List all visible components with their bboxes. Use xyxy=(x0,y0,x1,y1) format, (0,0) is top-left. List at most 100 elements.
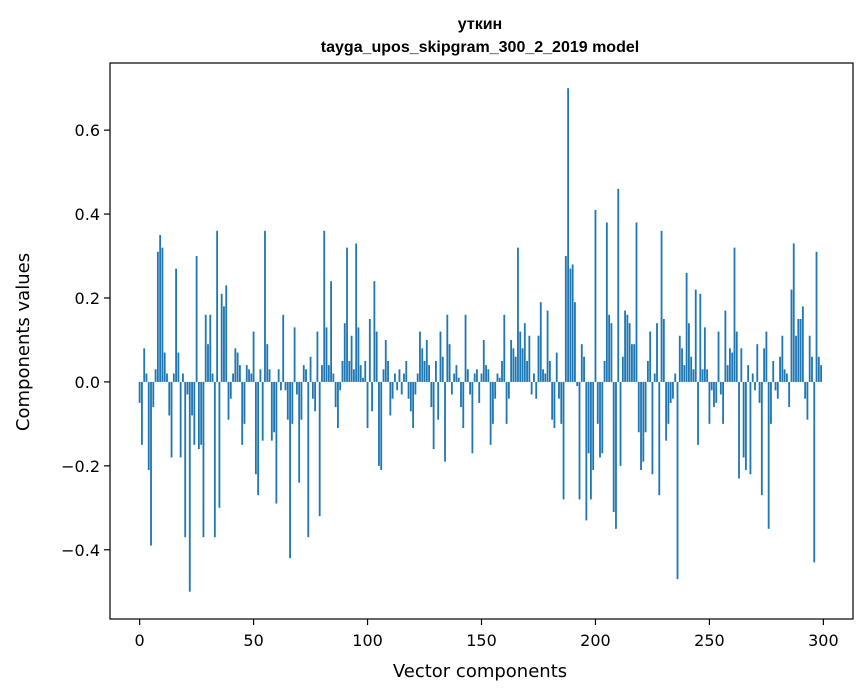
bar-component-85 xyxy=(332,373,335,382)
bar-component-180 xyxy=(548,360,551,382)
bar-component-284 xyxy=(785,373,788,382)
bar-component-113 xyxy=(396,381,399,391)
bar-component-56 xyxy=(266,344,269,382)
bar-component-20 xyxy=(184,381,187,538)
bar-component-70 xyxy=(298,381,301,483)
bar-component-161 xyxy=(505,381,508,424)
x-tick-label: 100 xyxy=(352,631,383,650)
bar-component-165 xyxy=(514,356,517,382)
bar-component-149 xyxy=(478,381,481,403)
bar-component-50 xyxy=(252,331,255,382)
bar-component-292 xyxy=(804,381,807,399)
bar-component-69 xyxy=(295,381,298,395)
bar-component-159 xyxy=(501,360,503,382)
bar-component-66 xyxy=(289,381,291,559)
bar-component-230 xyxy=(662,318,665,382)
bar-component-205 xyxy=(605,222,608,382)
bar-component-107 xyxy=(382,369,385,382)
bar-component-37 xyxy=(223,306,225,382)
bar-component-163 xyxy=(510,339,513,382)
bar-component-1 xyxy=(141,381,143,445)
bar-component-262 xyxy=(735,331,738,382)
bar-component-277 xyxy=(770,381,772,424)
y-tick-label: −0.4 xyxy=(61,541,100,560)
y-tick-label: 0.6 xyxy=(75,121,100,140)
bars-group xyxy=(138,88,822,592)
bar-component-245 xyxy=(697,381,699,445)
bar-component-34 xyxy=(216,230,219,382)
bar-component-228 xyxy=(658,381,661,496)
bar-component-231 xyxy=(665,381,668,441)
bar-component-267 xyxy=(747,365,750,382)
bar-component-39 xyxy=(227,381,230,420)
bar-component-75 xyxy=(309,356,312,382)
bar-component-7 xyxy=(154,369,157,382)
bar-component-240 xyxy=(685,272,688,382)
bar-component-225 xyxy=(651,381,654,475)
bar-component-259 xyxy=(729,348,731,382)
bar-component-71 xyxy=(300,381,303,420)
bar-component-74 xyxy=(307,381,310,538)
bar-component-62 xyxy=(280,381,282,391)
bar-component-156 xyxy=(494,381,497,399)
bar-component-139 xyxy=(455,365,458,382)
bar-component-134 xyxy=(444,381,446,462)
bar-component-155 xyxy=(491,381,494,424)
bar-component-246 xyxy=(699,293,702,382)
bar-component-271 xyxy=(756,344,759,382)
bar-component-38 xyxy=(225,285,228,382)
bar-component-273 xyxy=(760,381,763,496)
bar-component-98 xyxy=(362,377,364,382)
bar-component-235 xyxy=(674,373,677,382)
bar-component-65 xyxy=(286,381,289,420)
bar-component-28 xyxy=(202,381,205,538)
bar-component-266 xyxy=(744,381,747,471)
bar-component-27 xyxy=(200,381,203,445)
x-tick-label: 150 xyxy=(466,631,497,650)
chart-subtitle: tayga_upos_skipgram_300_2_2019 model xyxy=(321,39,639,56)
bar-component-87 xyxy=(337,381,339,429)
bar-component-8 xyxy=(156,251,159,382)
bar-component-184 xyxy=(558,381,560,399)
bar-component-114 xyxy=(398,369,401,382)
bar-component-256 xyxy=(722,381,724,424)
bar-component-41 xyxy=(232,373,234,382)
bar-component-166 xyxy=(517,247,519,382)
bar-component-169 xyxy=(523,323,526,382)
bar-component-9 xyxy=(159,235,162,382)
bar-component-247 xyxy=(701,369,704,382)
bar-component-261 xyxy=(733,247,736,382)
bar-component-67 xyxy=(291,381,294,424)
bar-component-227 xyxy=(656,323,658,382)
bar-component-10 xyxy=(161,247,164,382)
bar-component-274 xyxy=(763,348,766,382)
bar-component-168 xyxy=(521,348,524,382)
bar-component-174 xyxy=(535,381,538,399)
bar-component-109 xyxy=(387,360,389,382)
bar-component-289 xyxy=(797,318,800,382)
y-tick-label: 0.4 xyxy=(75,205,100,224)
bar-component-152 xyxy=(485,365,487,382)
bar-component-295 xyxy=(811,356,813,382)
bar-component-199 xyxy=(592,381,595,471)
bar-component-52 xyxy=(257,381,260,496)
bar-component-58 xyxy=(270,381,273,441)
bar-component-5 xyxy=(150,381,152,546)
bar-component-250 xyxy=(708,381,711,424)
bar-component-291 xyxy=(801,306,804,382)
bar-component-135 xyxy=(446,314,449,382)
bar-component-192 xyxy=(576,381,579,387)
bar-component-296 xyxy=(813,381,816,563)
bar-component-171 xyxy=(528,335,531,382)
bar-component-263 xyxy=(738,381,740,479)
bar-component-154 xyxy=(489,381,492,445)
bar-component-141 xyxy=(460,381,462,408)
bar-component-129 xyxy=(432,381,435,450)
bar-component-172 xyxy=(530,381,533,395)
bar-component-202 xyxy=(599,381,601,458)
bar-component-254 xyxy=(717,331,720,382)
chart-title: уткин xyxy=(458,16,502,33)
bar-component-120 xyxy=(412,381,415,429)
bar-component-294 xyxy=(808,335,811,382)
bar-component-182 xyxy=(553,381,556,429)
